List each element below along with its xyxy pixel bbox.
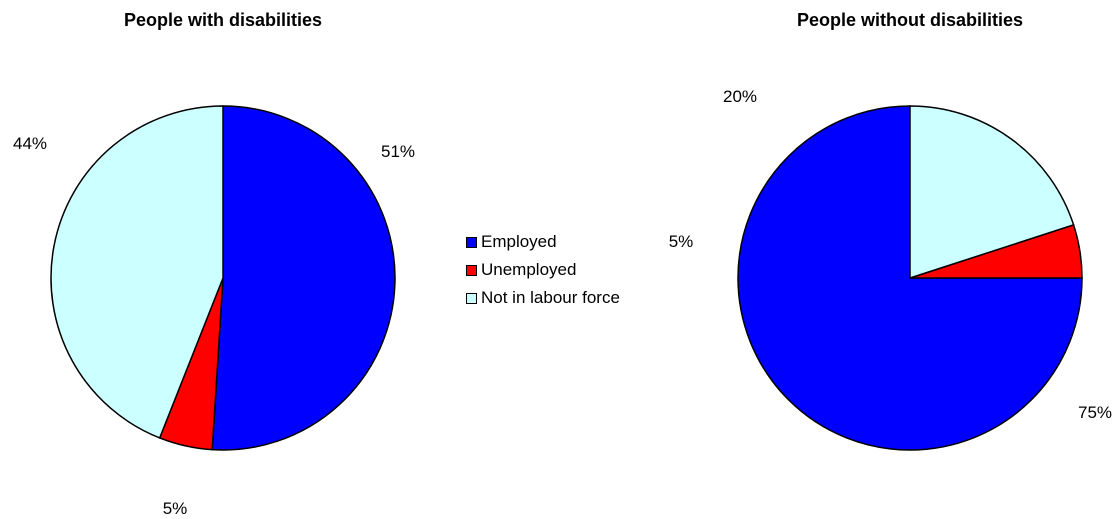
legend-item-employed: Employed xyxy=(466,228,620,256)
slice-without-disabilities-not-in-labour-force xyxy=(909,105,1075,280)
chart-title-with-disabilities: People with disabilities xyxy=(123,10,323,30)
chart-title-without-disabilities: People without disabilities xyxy=(796,10,1024,30)
legend: Employed Unemployed Not in labour force xyxy=(466,228,620,312)
data-label-without-disabilities-employed: 75% xyxy=(1078,403,1112,422)
data-label-with-disabilities-unemployed: 5% xyxy=(163,499,188,518)
legend-swatch-employed xyxy=(466,236,477,248)
data-label-without-disabilities-unemployed: 5% xyxy=(669,232,694,251)
slice-with-disabilities-employed xyxy=(211,105,396,451)
data-label-with-disabilities-not-in-labour-force: 44% xyxy=(13,134,47,153)
legend-item-not-in-labour-force: Not in labour force xyxy=(466,284,620,312)
data-label-with-disabilities-employed: 51% xyxy=(381,142,415,161)
legend-swatch-not-in-labour-force xyxy=(466,292,477,304)
slice-with-disabilities-not-in-labour-force xyxy=(50,105,224,439)
legend-label-not-in-labour-force: Not in labour force xyxy=(481,288,620,307)
legend-item-unemployed: Unemployed xyxy=(466,256,620,284)
legend-swatch-unemployed xyxy=(466,264,477,276)
data-label-without-disabilities-not-in-labour-force: 20% xyxy=(723,87,757,106)
legend-label-unemployed: Unemployed xyxy=(481,260,577,279)
legend-label-employed: Employed xyxy=(481,232,557,251)
